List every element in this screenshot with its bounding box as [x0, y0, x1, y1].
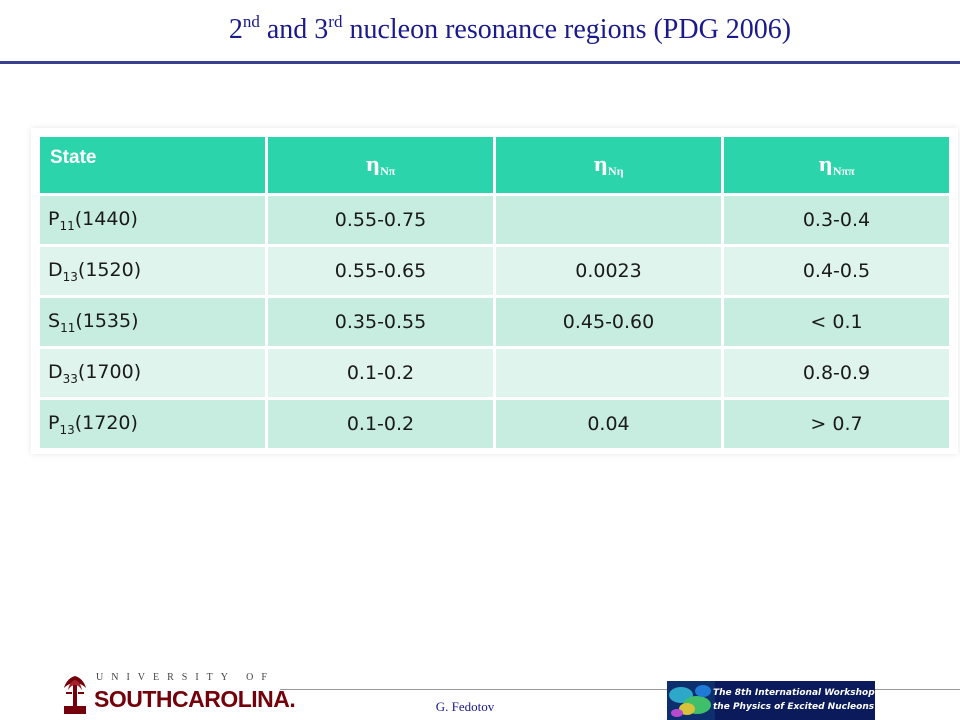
eta-subscript: Nππ — [832, 163, 855, 178]
state-letter: P — [48, 207, 60, 230]
state-letter: D — [48, 360, 63, 383]
eta-symbol: η — [818, 151, 833, 176]
n-pi-cell: 0.55-0.75 — [268, 196, 496, 247]
table-row: S11(1535) 0.35-0.55 0.45-0.60 < 0.1 — [40, 298, 949, 349]
table-row: P13(1720) 0.1-0.2 0.04 > 0.7 — [40, 400, 949, 448]
workshop-text: The 8th International Workshop on the Ph… — [713, 686, 875, 714]
n-eta-cell — [496, 196, 724, 247]
state-cell: S11(1535) — [40, 298, 268, 349]
workshop-banner: The 8th International Workshop on the Ph… — [667, 681, 875, 720]
state-letter: S — [48, 309, 61, 332]
state-cell: P13(1720) — [40, 400, 268, 448]
n-eta-cell: 0.0023 — [496, 247, 724, 298]
workshop-line: The 8th International Workshop on — [713, 688, 875, 698]
eta-subscript: Nπ — [380, 163, 396, 178]
state-mass: (1700) — [77, 360, 142, 383]
n-pi-pi-cell: > 0.7 — [724, 400, 949, 448]
university-line: UNIVERSITY OF — [96, 672, 275, 683]
resonance-table: State ηNπ ηNη ηNππ P11(1440) 0.55-0.75 0… — [40, 137, 949, 448]
table-row: P11(1440) 0.55-0.75 0.3-0.4 — [40, 196, 949, 247]
header-eta-n-pi: ηNπ — [268, 137, 496, 196]
header-state: State — [40, 137, 268, 196]
n-eta-cell: 0.45-0.60 — [496, 298, 724, 349]
state-subscript: 13 — [59, 422, 75, 437]
title-part: 2 — [228, 14, 243, 45]
n-pi-pi-cell: 0.4-0.5 — [724, 247, 949, 298]
table-row: D13(1520) 0.55-0.65 0.0023 0.4-0.5 — [40, 247, 949, 298]
state-mass: (1535) — [75, 309, 139, 332]
n-pi-cell: 0.1-0.2 — [268, 349, 496, 400]
university-logo: UNIVERSITY OF SOUTHCAROLINA. — [52, 666, 296, 718]
workshop-line: the Physics of Excited Nucleons — [713, 702, 875, 712]
n-pi-pi-cell: 0.8-0.9 — [724, 349, 949, 400]
title-ordinal-suffix: rd — [328, 12, 343, 31]
n-pi-pi-cell: 0.3-0.4 — [724, 196, 949, 247]
table-image-panel: State ηNπ ηNη ηNππ P11(1440) 0.55-0.75 0… — [31, 128, 958, 454]
n-pi-pi-cell: < 0.1 — [724, 298, 949, 349]
state-cell: P11(1440) — [40, 196, 268, 247]
author-name: G. Fedotov — [435, 699, 495, 714]
state-letter: D — [48, 258, 63, 281]
state-mass: (1520) — [77, 258, 142, 281]
state-mass: (1720) — [74, 411, 138, 434]
n-pi-cell: 0.55-0.65 — [268, 247, 496, 298]
eta-subscript: Nη — [608, 163, 624, 178]
state-subscript: 13 — [62, 269, 78, 284]
university-name: SOUTHCAROLINA. — [94, 686, 296, 712]
state-subscript: 11 — [60, 320, 76, 335]
state-subscript: 33 — [62, 371, 78, 386]
state-letter: P — [48, 411, 60, 434]
table-row: D33(1700) 0.1-0.2 0.8-0.9 — [40, 349, 949, 400]
eta-symbol: η — [593, 151, 609, 176]
n-eta-cell: 0.04 — [496, 400, 724, 448]
state-cell: D33(1700) — [40, 349, 268, 400]
title-part: and 3 — [259, 14, 329, 45]
title-rule — [0, 61, 960, 64]
title-part: nucleon resonance regions (PDG 2006) — [342, 14, 792, 45]
state-subscript: 11 — [59, 218, 75, 233]
n-pi-cell: 0.35-0.55 — [268, 298, 496, 349]
n-pi-cell: 0.1-0.2 — [268, 400, 496, 448]
state-cell: D13(1520) — [40, 247, 268, 298]
header-eta-n-pi-pi: ηNππ — [724, 137, 949, 196]
header-eta-n-eta: ηNη — [496, 137, 724, 196]
footer-rule — [52, 689, 960, 690]
nucleon-graphic-icon — [667, 681, 715, 720]
slide-title: 2nd and 3rd nucleon resonance regions (P… — [0, 12, 960, 46]
eta-symbol: η — [365, 151, 381, 176]
table-header-row: State ηNπ ηNη ηNππ — [40, 137, 949, 196]
palmetto-emblem-icon — [64, 676, 86, 714]
n-eta-cell — [496, 349, 724, 400]
title-ordinal-suffix: nd — [242, 12, 260, 31]
state-mass: (1440) — [74, 207, 138, 230]
